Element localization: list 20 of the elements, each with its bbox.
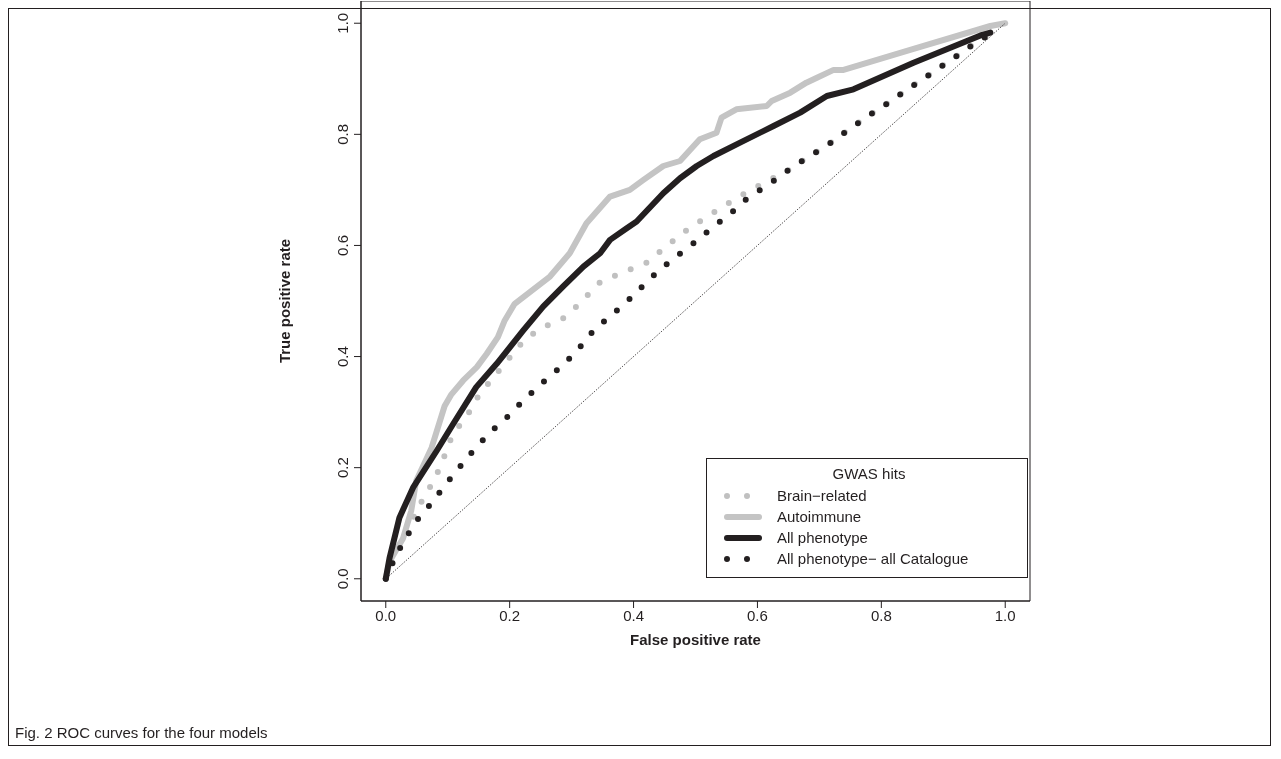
x-tick-label: 0.2 bbox=[499, 606, 521, 624]
x-tick-label: 0.4 bbox=[623, 606, 644, 624]
x-tick-label: 0.8 bbox=[870, 606, 892, 624]
y-tick-label: 1.0 bbox=[334, 12, 351, 34]
y-tick-label: 0.2 bbox=[334, 457, 351, 479]
legend-label: All phenotype bbox=[777, 528, 868, 548]
y-tick-label: 0.0 bbox=[334, 568, 351, 590]
x-tick-label: 0.0 bbox=[375, 606, 397, 624]
y-tick-label: 0.8 bbox=[334, 123, 351, 145]
y-tick-label: 0.4 bbox=[334, 346, 351, 367]
y-axis-title: True positive rate bbox=[276, 238, 294, 364]
legend-label: Autoimmune bbox=[777, 507, 862, 527]
x-tick-label: 1.0 bbox=[994, 606, 1016, 624]
y-tick-label: 0.6 bbox=[334, 235, 351, 256]
x-axis-title: False positive rate bbox=[630, 631, 761, 648]
legend-title: GWAS hits bbox=[831, 465, 907, 482]
legend-label: Brain−related bbox=[777, 486, 867, 506]
x-tick-label: 0.6 bbox=[747, 606, 768, 624]
legend-label: All phenotype− all Catalogue bbox=[777, 549, 969, 569]
caption: Fig. 2 ROC curves for the four models bbox=[15, 724, 268, 741]
